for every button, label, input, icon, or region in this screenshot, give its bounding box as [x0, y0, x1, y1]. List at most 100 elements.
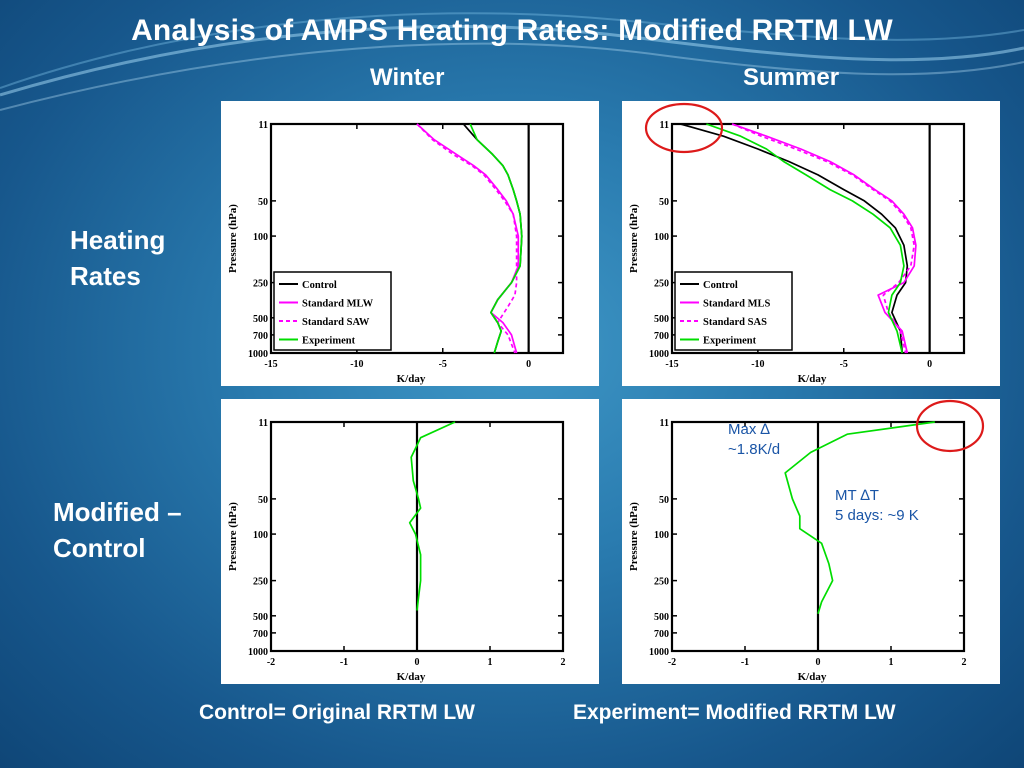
y-tick-label: 700	[654, 331, 669, 342]
chart-panel-summer-heating: 11 50 100 250 500 700 1000 -15 -10 -5 0 K/day Pressu…	[622, 101, 1000, 386]
y-tick-label: 11	[660, 418, 669, 429]
x-tick-label: 2	[561, 657, 566, 668]
y-axis-label: Pressure (hPa)	[628, 204, 640, 273]
x-tick-label: 1	[889, 657, 894, 668]
x-tick-label: -1	[340, 657, 348, 668]
annotation-line: ~1.8K/d	[728, 441, 781, 458]
y-tick-label: 500	[253, 612, 268, 623]
x-tick-label: -15	[665, 359, 678, 370]
annotation-line: Max ∆	[728, 421, 770, 438]
y-tick-label: 50	[258, 495, 268, 506]
series-line-control	[462, 123, 523, 354]
x-tick-label: -10	[751, 359, 764, 370]
y-tick-label: 1000	[649, 647, 669, 658]
y-axis-label: Pressure (hPa)	[227, 204, 239, 273]
series-line-experiment	[469, 123, 523, 354]
y-tick-label: 250	[654, 279, 669, 290]
legend-label: Control	[302, 280, 337, 291]
chart-panel-winter-diff: 11 50 100 250 500 700 1000 -2 -1 0 1 2 K/day Pressure…	[221, 399, 599, 684]
y-tick-label: 250	[654, 577, 669, 588]
y-tick-label: 100	[253, 232, 268, 243]
legend-label: Experiment	[302, 336, 356, 347]
y-tick-label: 1000	[248, 647, 268, 658]
y-axis-label: Pressure (hPa)	[227, 502, 239, 571]
chart-panel-summer-diff: 11 50 100 250 500 700 1000 -2 -1 0 1 2 K/day Pressure…	[622, 399, 1000, 684]
row-label-line-1: Heating	[70, 225, 166, 255]
legend-label: Control	[703, 280, 738, 291]
y-tick-label: 50	[659, 495, 669, 506]
summer-column-label: Summer	[743, 64, 840, 91]
plot-frame	[670, 122, 966, 355]
x-tick-label: 1	[488, 657, 493, 668]
x-tick-label: 0	[415, 657, 420, 668]
row-label-line-2: Control	[53, 533, 146, 563]
chart-winter-heating: 11 50 100 250 500 700 1000-15 -10 -5 0 K/day Pressu…	[227, 120, 565, 385]
y-tick-label: 700	[253, 331, 268, 342]
series-line-experiment	[706, 123, 905, 354]
y-tick-label: 500	[654, 314, 669, 325]
series-line-difference	[784, 421, 935, 614]
annotation-mt-delta-t: MT ∆T 5 days: ~9 K	[835, 486, 919, 526]
x-tick-label: -5	[840, 359, 848, 370]
x-tick-label: -2	[267, 657, 275, 668]
y-tick-label: 700	[654, 629, 669, 640]
series-line-standard-mls	[731, 123, 917, 354]
x-axis-label: K/day	[397, 373, 426, 385]
x-tick-label: -2	[668, 657, 676, 668]
legend-label: Standard MLW	[302, 299, 374, 310]
legend-label: Standard SAS	[703, 317, 767, 328]
y-tick-label: 100	[253, 530, 268, 541]
row-label-line-2: Rates	[70, 261, 141, 291]
footer-experiment-definition: Experiment= Modified RRTM LW	[573, 701, 896, 724]
row-label-heating-rates: Heating Rates	[70, 222, 165, 294]
highlight-circle	[915, 399, 985, 453]
chart-summer-heating: 11 50 100 250 500 700 1000-15 -10 -5 0 K/day Pressu…	[628, 102, 966, 385]
series-line-difference	[408, 421, 456, 611]
x-tick-label: 0	[816, 657, 821, 668]
x-tick-label: -10	[350, 359, 363, 370]
row-label-modified-control: Modified – Control	[53, 494, 182, 566]
header-swoosh-decoration	[0, 12, 1024, 111]
footer-control-definition: Control= Original RRTM LW	[199, 701, 475, 724]
series-line-standard-saw	[416, 123, 518, 354]
y-tick-label: 500	[253, 314, 268, 325]
y-tick-label: 50	[659, 197, 669, 208]
y-tick-label: 250	[253, 577, 268, 588]
x-axis-label: K/day	[798, 373, 827, 385]
x-tick-label: 0	[526, 359, 531, 370]
x-tick-label: -1	[741, 657, 749, 668]
x-axis-label: K/day	[397, 671, 426, 683]
x-axis-label: K/day	[798, 671, 827, 683]
y-tick-label: 500	[654, 612, 669, 623]
chart-winter-diff: 11 50 100 250 500 700 1000-2 -1 0 1 2 K/day Pressure…	[227, 418, 566, 683]
slide-title: Analysis of AMPS Heating Rates: Modified…	[131, 14, 893, 47]
y-tick-label: 250	[253, 279, 268, 290]
y-tick-label: 11	[660, 120, 669, 131]
annotation-max-delta: Max ∆ ~1.8K/d	[728, 420, 780, 460]
x-tick-label: 0	[927, 359, 932, 370]
y-tick-label: 11	[259, 418, 268, 429]
x-tick-label: 2	[962, 657, 967, 668]
row-label-line-1: Modified –	[53, 497, 182, 527]
y-axis-label: Pressure (hPa)	[628, 502, 640, 571]
annotation-line: MT ∆T	[835, 487, 879, 504]
series-line-control	[680, 123, 909, 354]
y-tick-label: 700	[253, 629, 268, 640]
y-tick-label: 1000	[649, 349, 669, 360]
y-tick-label: 11	[259, 120, 268, 131]
annotation-line: 5 days: ~9 K	[835, 507, 919, 524]
series-line-standard-mlw	[416, 123, 520, 354]
y-tick-label: 100	[654, 530, 669, 541]
y-tick-label: 50	[258, 197, 268, 208]
legend-label: Experiment	[703, 336, 757, 347]
legend-label: Standard SAW	[302, 317, 370, 328]
chart-summer-diff: 11 50 100 250 500 700 1000-2 -1 0 1 2 K/day Pressure…	[628, 399, 985, 683]
chart-panel-winter-heating: 11 50 100 250 500 700 1000 -15 -10 -5 0 K/day Pressu…	[221, 101, 599, 386]
highlight-circle	[644, 102, 724, 154]
y-tick-label: 1000	[248, 349, 268, 360]
x-tick-label: -15	[264, 359, 277, 370]
series-line-standard-sas	[731, 123, 916, 354]
x-tick-label: -5	[439, 359, 447, 370]
legend-label: Standard MLS	[703, 299, 771, 310]
winter-column-label: Winter	[370, 64, 445, 91]
